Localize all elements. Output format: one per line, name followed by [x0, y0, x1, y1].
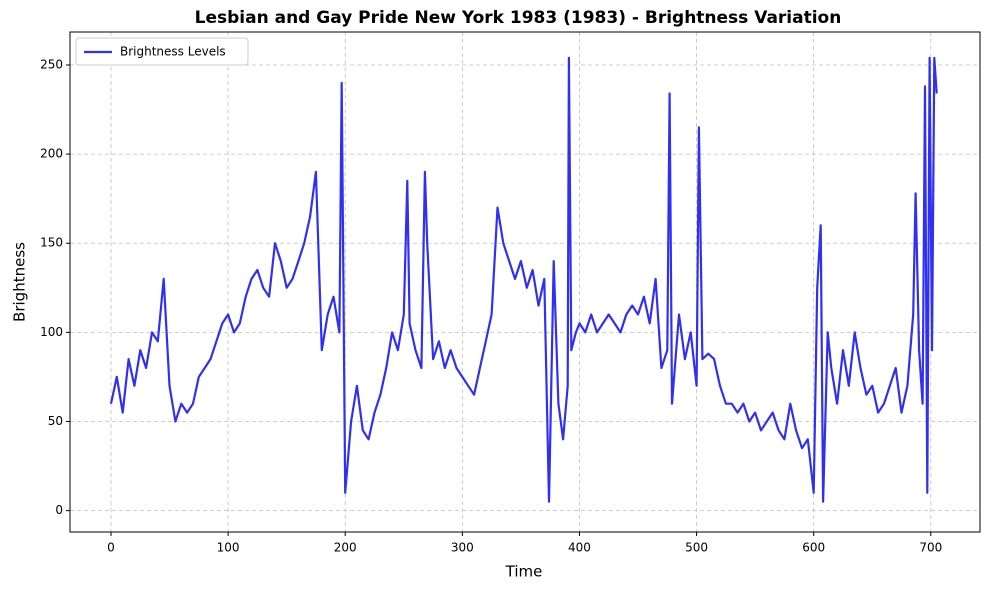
- y-tick-label: 100: [40, 325, 63, 339]
- chart-title: Lesbian and Gay Pride New York 1983 (198…: [195, 8, 842, 28]
- x-tick-label: 300: [451, 541, 474, 555]
- x-tick-label: 0: [107, 541, 115, 555]
- x-tick-label: 500: [685, 541, 708, 555]
- data-line: [109, 56, 938, 503]
- y-tick-label: 50: [48, 414, 63, 428]
- x-axis-label: Time: [505, 563, 543, 581]
- plot-frame: [69, 31, 981, 533]
- legend-box: [75, 37, 249, 66]
- y-axis-label: Brightness: [11, 242, 29, 322]
- x-tick-label: 100: [217, 541, 240, 555]
- y-tick-label: 0: [55, 503, 63, 517]
- x-tick-label: 600: [802, 541, 825, 555]
- y-tick-label: 200: [40, 147, 63, 161]
- legend-label: Brightness Levels: [120, 45, 226, 59]
- y-tick-label: 250: [40, 57, 63, 71]
- x-tick-label: 700: [919, 541, 942, 555]
- x-tick-label: 400: [568, 541, 591, 555]
- x-tick-label: 200: [334, 541, 357, 555]
- y-tick-label: 150: [40, 236, 63, 250]
